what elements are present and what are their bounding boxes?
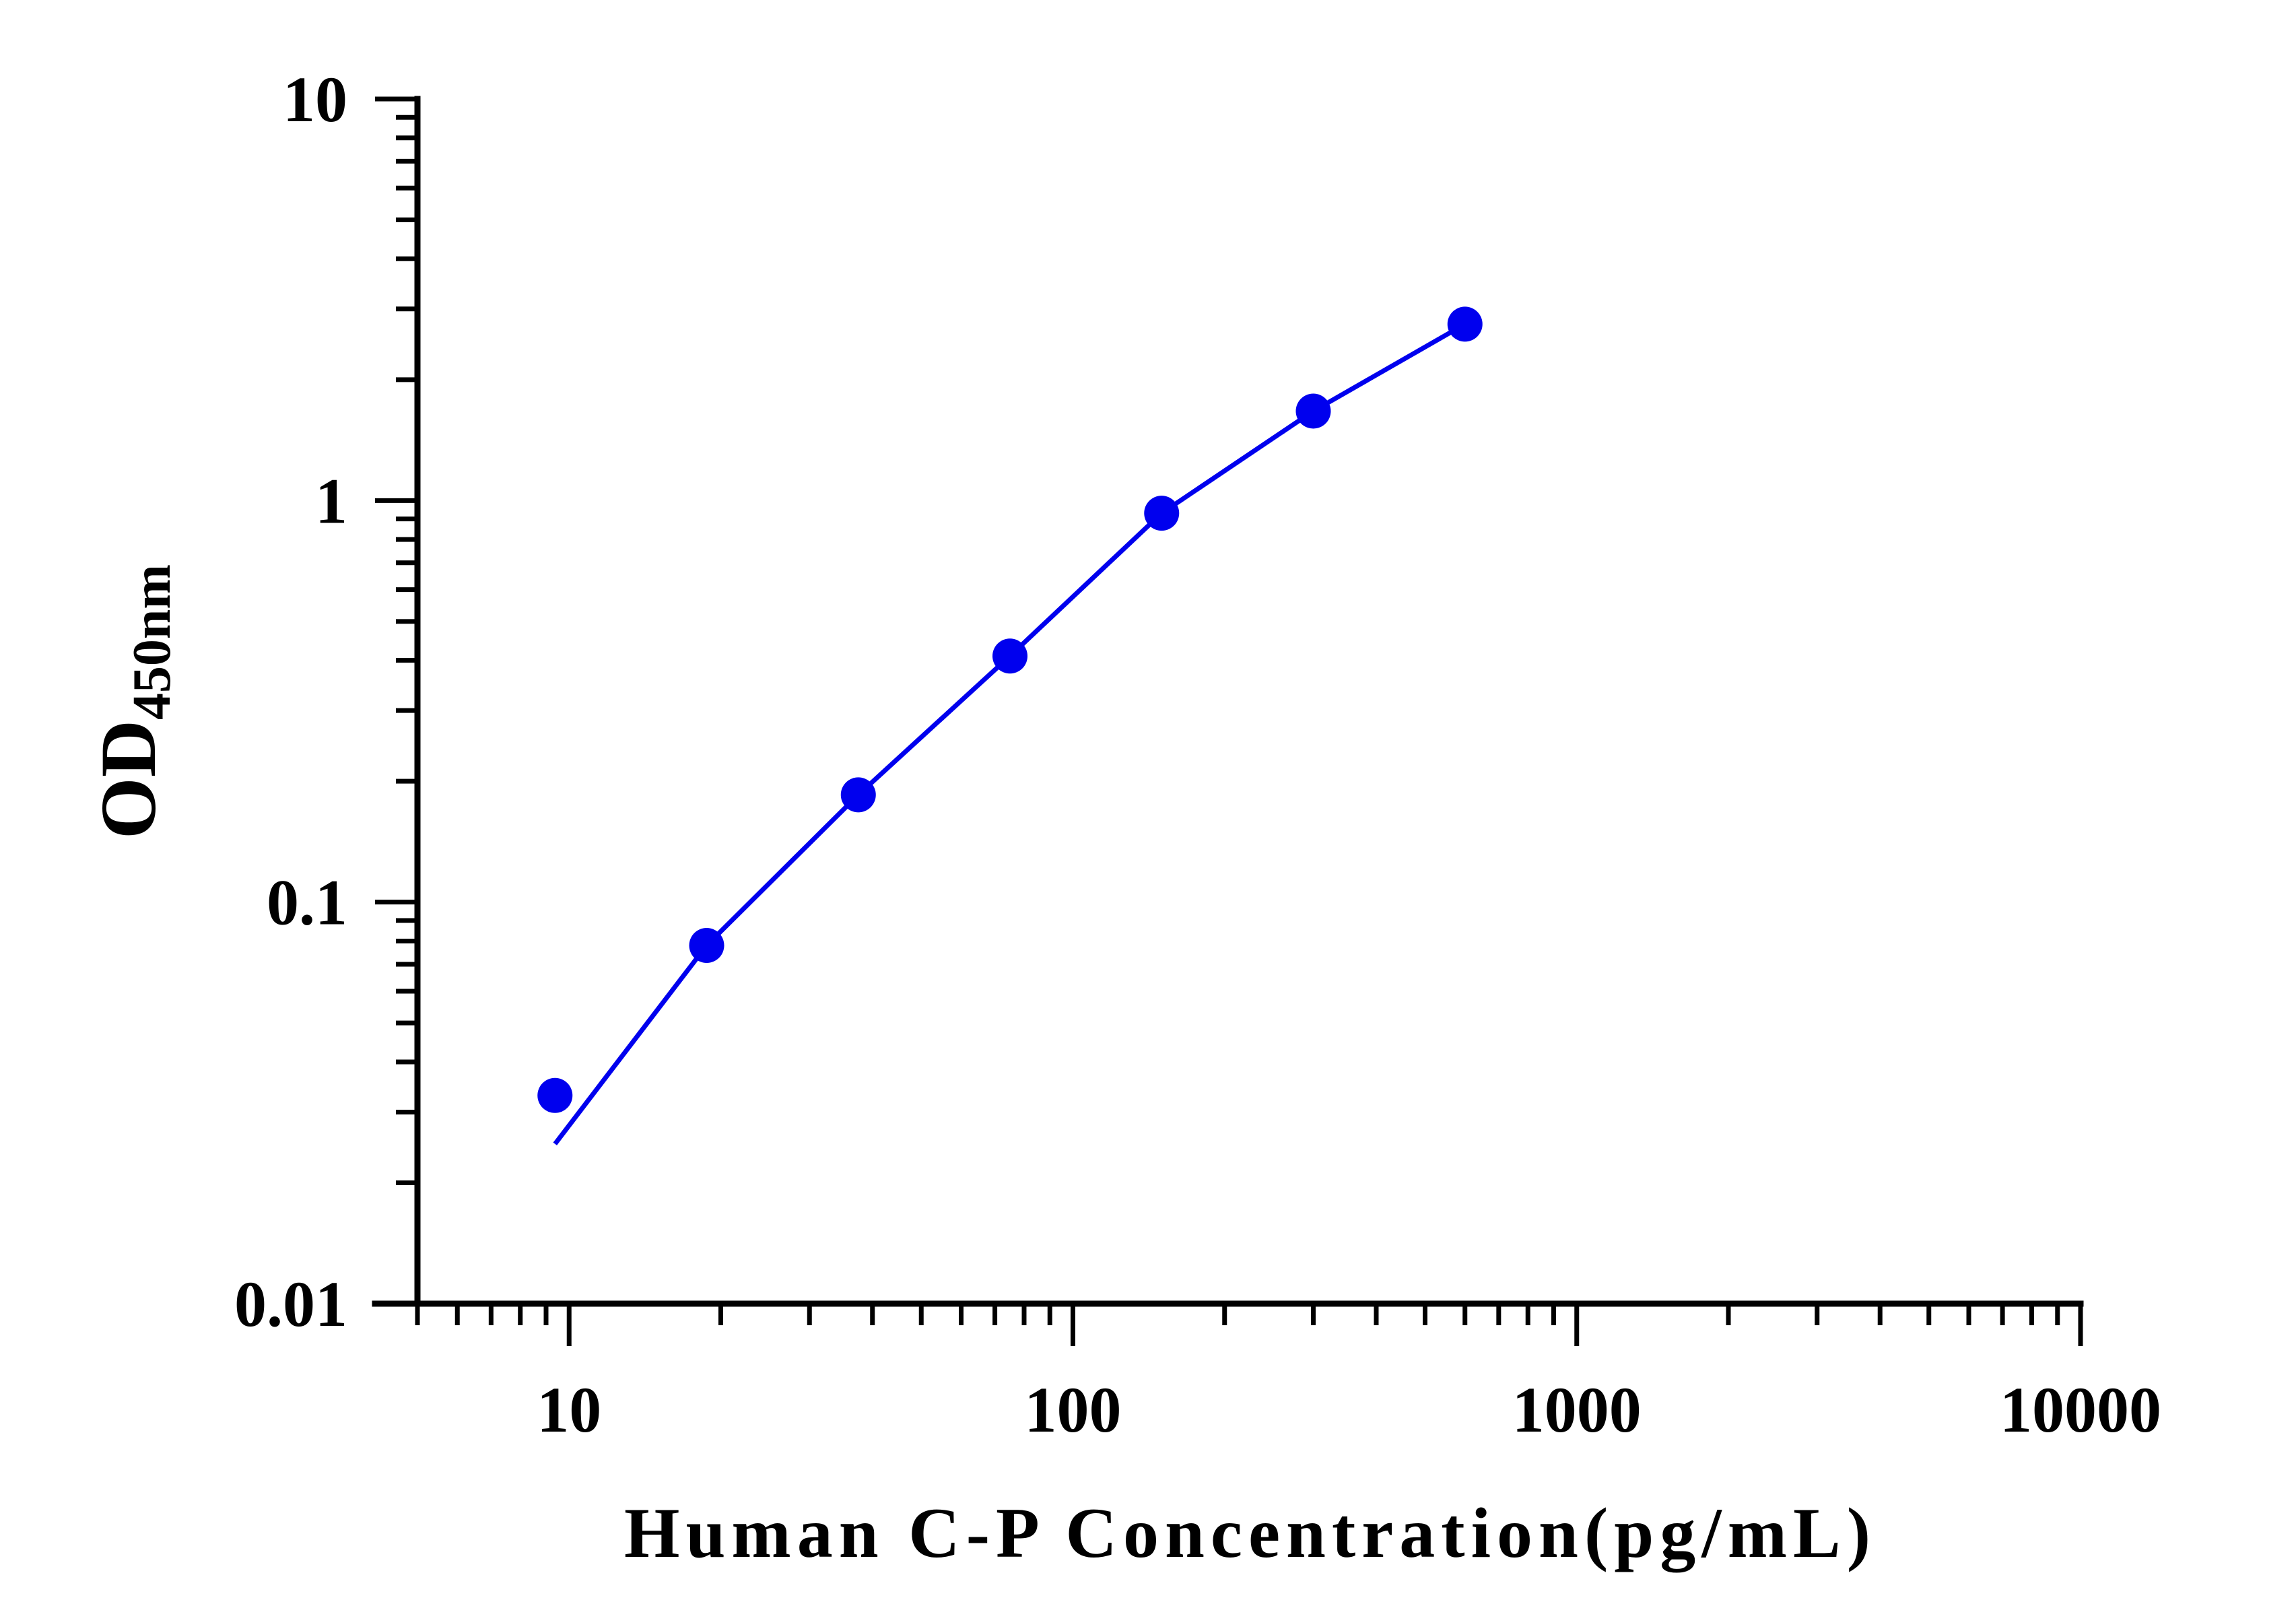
x-tick-label: 1000 xyxy=(1512,1374,1642,1446)
svg-text:OD450nm: OD450nm xyxy=(84,564,182,839)
y-axis-ticks xyxy=(375,96,417,1306)
x-tick-label: 100 xyxy=(1024,1374,1121,1446)
data-point xyxy=(992,638,1028,674)
x-tick-label: 10000 xyxy=(2000,1374,2161,1446)
x-axis-ticks xyxy=(415,1304,2083,1346)
x-tick-labels: 10 100 1000 10000 xyxy=(537,1374,2161,1446)
x-axis-title: Human C-P Concentration(pg/mL) xyxy=(624,1494,1877,1572)
fit-curve-layer xyxy=(553,322,1466,1145)
y-axis-title-subscript: 450nm xyxy=(123,564,182,720)
y-axis-title-main: OD xyxy=(84,720,172,839)
y-tick-label: 0.01 xyxy=(234,1268,347,1340)
data-point xyxy=(689,928,724,964)
data-points-layer xyxy=(537,306,1483,1113)
data-point xyxy=(1447,306,1483,342)
x-tick-label: 10 xyxy=(537,1374,601,1446)
y-axis-title: OD450nm xyxy=(84,564,182,839)
fit-curve-line xyxy=(553,322,1466,1145)
data-point xyxy=(537,1077,573,1113)
y-tick-label: 0.1 xyxy=(267,867,347,939)
data-point xyxy=(1144,496,1180,531)
y-tick-label: 10 xyxy=(283,63,347,135)
data-point xyxy=(840,777,876,813)
y-tick-label: 1 xyxy=(315,465,347,537)
data-point xyxy=(1295,393,1331,429)
y-tick-labels: 0.01 0.1 1 10 xyxy=(234,63,347,1340)
